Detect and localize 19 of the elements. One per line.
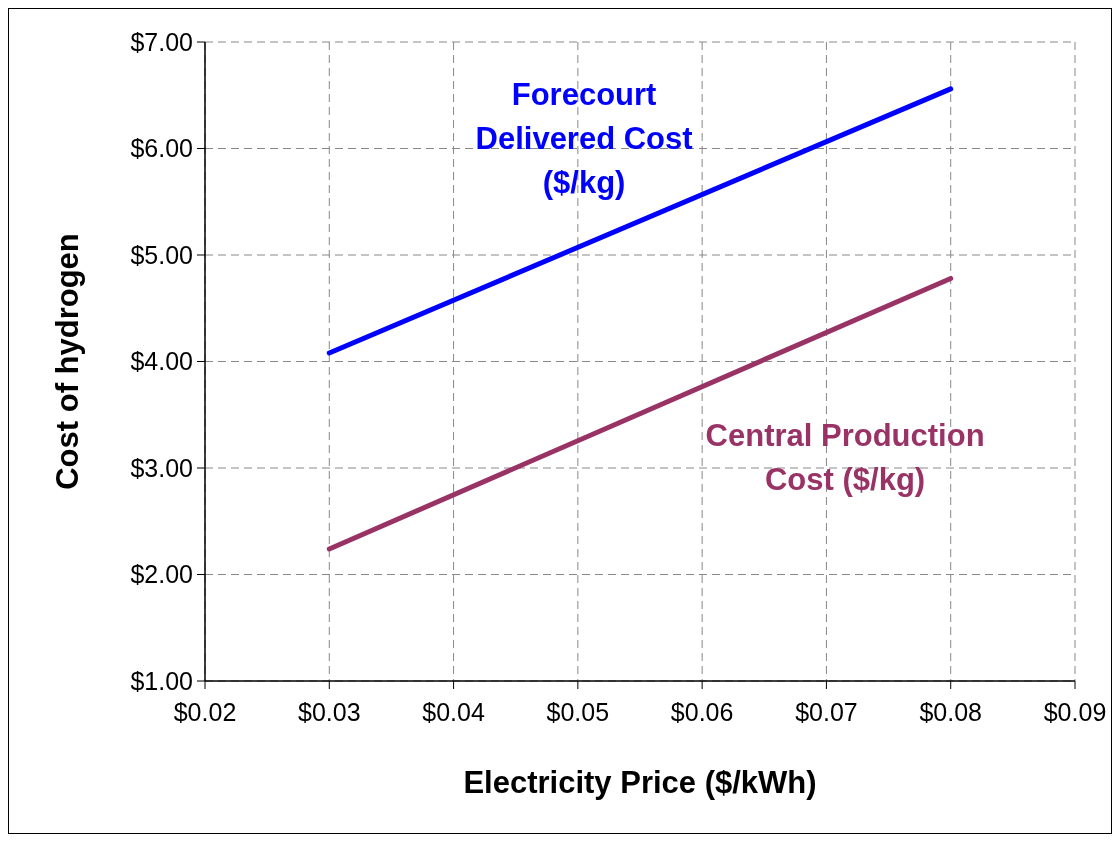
x-tick-label: $0.06 [670, 698, 734, 726]
series-label: Central Production Cost ($/kg) [705, 418, 985, 497]
y-tick-label: $7.00 [130, 27, 193, 56]
y-tick-label: $3.00 [130, 453, 193, 482]
x-tick-label: $0.09 [1043, 698, 1107, 726]
x-tick-label: $0.04 [422, 698, 485, 726]
y-axis-title: Cost of hydrogen [50, 233, 85, 490]
x-tick-label: $0.05 [546, 698, 610, 726]
x-axis-title: Electricity Price ($/kWh) [463, 765, 817, 800]
x-tick-label: $0.02 [173, 698, 237, 726]
y-tick-label: $5.00 [130, 240, 193, 269]
x-tick-label: $0.03 [298, 698, 361, 726]
x-tick-label: $0.07 [795, 698, 858, 726]
x-tick-label: $0.08 [919, 698, 982, 726]
y-tick-label: $6.00 [130, 134, 193, 163]
series-label: Forecourt Delivered Cost ($/kg) [475, 76, 693, 200]
y-tick-label: $2.00 [130, 560, 193, 589]
y-tick-label: $4.00 [130, 347, 193, 376]
y-tick-label: $1.00 [130, 666, 193, 695]
